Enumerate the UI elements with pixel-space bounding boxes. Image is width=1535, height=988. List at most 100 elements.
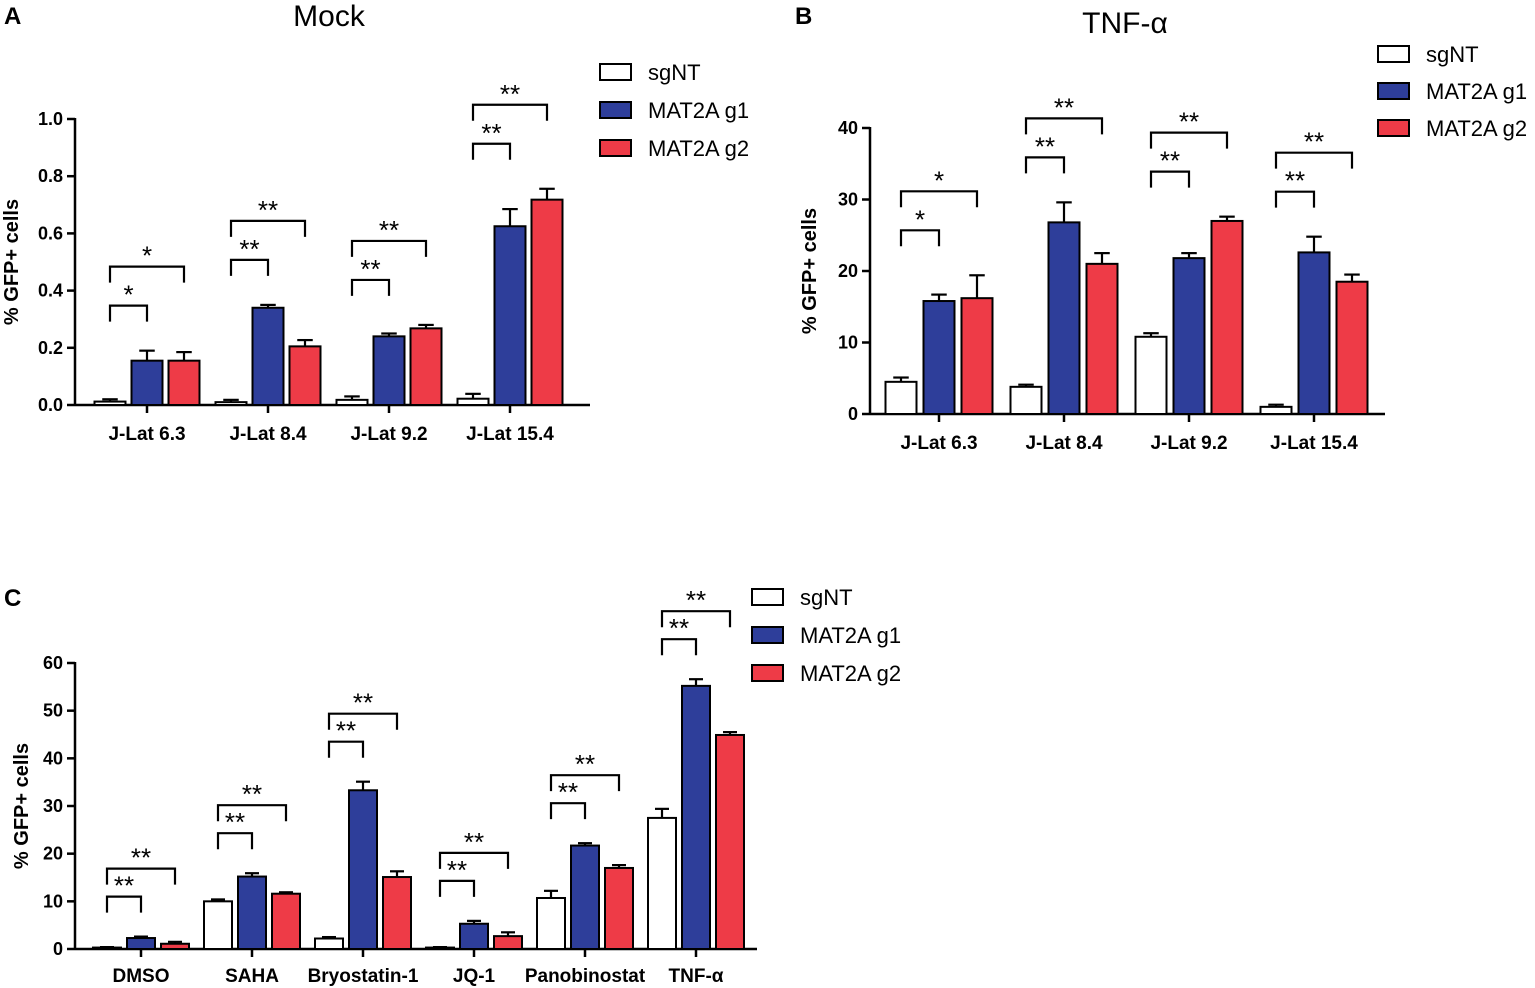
bar	[570, 844, 600, 951]
y-tick-label: 20	[838, 261, 858, 281]
significance-bracket	[660, 638, 698, 656]
significance-label: **	[1285, 166, 1305, 196]
bar	[167, 359, 201, 407]
legend-label: sgNT	[1426, 42, 1479, 67]
y-tick-label: 30	[838, 190, 858, 210]
bar	[1047, 221, 1081, 415]
significance-label: *	[934, 165, 944, 195]
significance-label: **	[558, 777, 578, 807]
bar	[884, 380, 918, 416]
panel-letter: C	[4, 585, 21, 612]
significance-label: **	[360, 254, 380, 284]
significance-bracket	[229, 219, 307, 237]
significance-bracket	[105, 867, 177, 885]
bar	[1172, 257, 1206, 415]
bar	[456, 397, 490, 407]
y-tick-label: 40	[838, 118, 858, 138]
legend-label: MAT2A g1	[800, 623, 901, 648]
legend-swatch	[751, 664, 784, 682]
y-tick-label: 0	[848, 404, 858, 424]
legend-swatch	[599, 139, 632, 157]
y-tick-label: 30	[43, 796, 63, 816]
bar	[1134, 335, 1168, 415]
bar	[1335, 280, 1369, 415]
bar	[335, 398, 369, 406]
bar	[251, 306, 285, 407]
x-category-label: Bryostatin-1	[308, 966, 419, 987]
bar	[126, 937, 156, 951]
significance-label: **	[1160, 146, 1180, 176]
significance-bracket	[1274, 151, 1354, 169]
x-category-label: Panobinostat	[525, 966, 646, 987]
significance-bracket	[1024, 156, 1066, 174]
significance-label: *	[915, 204, 925, 234]
significance-bracket	[327, 712, 399, 730]
significance-label: **	[379, 215, 399, 245]
panel-letter: A	[4, 3, 21, 30]
significance-bracket	[549, 774, 621, 792]
bar	[715, 733, 745, 951]
legend-label: MAT2A g2	[800, 661, 901, 686]
panel-c: C% GFP+ cells0102030405060DMSO****SAHA**…	[4, 585, 901, 987]
legend-label: sgNT	[800, 585, 853, 610]
bar	[382, 876, 412, 950]
significance-label: **	[336, 716, 356, 746]
y-axis-label: % GFP+ cells	[799, 208, 821, 334]
significance-bracket	[108, 304, 149, 322]
significance-bracket	[1149, 131, 1229, 149]
significance-bracket	[216, 804, 288, 822]
significance-bracket	[899, 190, 979, 208]
y-tick-label: 0.2	[38, 338, 63, 358]
bar	[530, 198, 564, 406]
bar	[1259, 405, 1293, 416]
significance-label: **	[242, 779, 262, 809]
bar	[288, 345, 322, 406]
bar	[314, 937, 344, 950]
bar	[1210, 219, 1244, 415]
legend-swatch	[599, 101, 632, 119]
significance-bracket	[350, 278, 391, 296]
chart-title: Mock	[293, 0, 366, 33]
bar	[536, 896, 566, 950]
significance-bracket	[471, 142, 512, 160]
bar	[203, 900, 233, 950]
legend-swatch	[1377, 82, 1410, 100]
significance-label: **	[258, 195, 278, 225]
significance-bracket	[471, 103, 549, 121]
bar	[93, 400, 127, 406]
bar	[1085, 262, 1119, 415]
significance-bracket	[1274, 190, 1316, 208]
significance-bracket	[1024, 117, 1104, 135]
legend-label: MAT2A g2	[1426, 116, 1527, 141]
x-category-label: J-Lat 15.4	[1270, 433, 1358, 454]
bar	[348, 789, 378, 951]
significance-label: **	[481, 118, 501, 148]
significance-bracket	[899, 229, 941, 247]
bar	[604, 866, 634, 951]
x-category-label: J-Lat 8.4	[1025, 433, 1103, 454]
chart-title: TNF-α	[1082, 7, 1168, 40]
significance-label: **	[1035, 131, 1055, 161]
bar	[1297, 251, 1331, 415]
y-tick-label: 50	[43, 701, 63, 721]
significance-label: **	[686, 585, 706, 615]
significance-label: **	[353, 688, 373, 718]
x-category-label: TNF-α	[669, 966, 724, 987]
significance-bracket	[660, 610, 732, 628]
significance-label: *	[142, 241, 152, 271]
y-axis-label: % GFP+ cells	[1, 199, 23, 325]
significance-label: **	[1054, 92, 1074, 122]
bar	[372, 335, 406, 406]
legend-swatch	[1377, 119, 1410, 137]
significance-bracket	[229, 258, 270, 276]
significance-bracket	[350, 239, 428, 257]
bar	[214, 401, 248, 407]
significance-bracket	[105, 895, 143, 913]
legend-label: sgNT	[648, 60, 701, 85]
y-tick-label: 20	[43, 844, 63, 864]
x-category-label: JQ-1	[453, 966, 496, 987]
x-category-label: J-Lat 9.2	[1150, 433, 1227, 454]
legend-swatch	[1377, 45, 1410, 63]
y-tick-label: 1.0	[38, 109, 63, 129]
